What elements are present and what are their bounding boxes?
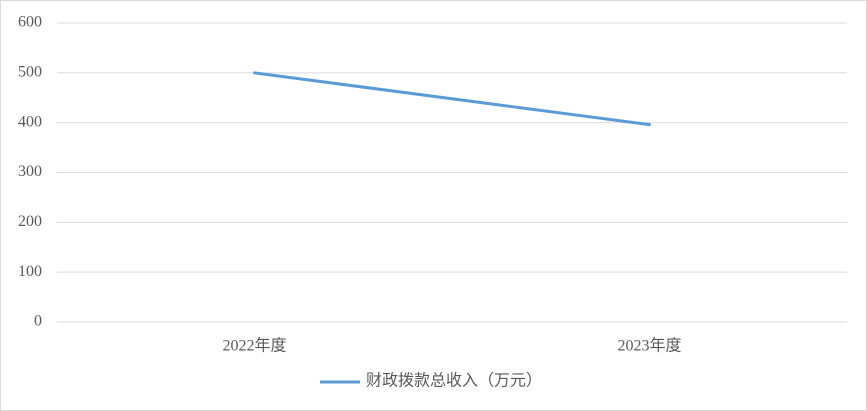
y-tick-label: 500: [18, 64, 42, 81]
legend-label: 财政拨款总收入（万元）: [366, 372, 542, 390]
y-tick-label: 300: [18, 163, 42, 180]
y-tick-label: 200: [18, 213, 42, 230]
series-line: [253, 71, 651, 127]
x-tick-label: 2022年度: [222, 337, 286, 355]
y-tick-label: 0: [34, 313, 42, 330]
y-tick-label: 400: [18, 113, 42, 130]
x-tick-label: 2023年度: [617, 337, 681, 355]
y-tick-label: 100: [18, 263, 42, 280]
y-tick-label: 600: [18, 14, 42, 31]
